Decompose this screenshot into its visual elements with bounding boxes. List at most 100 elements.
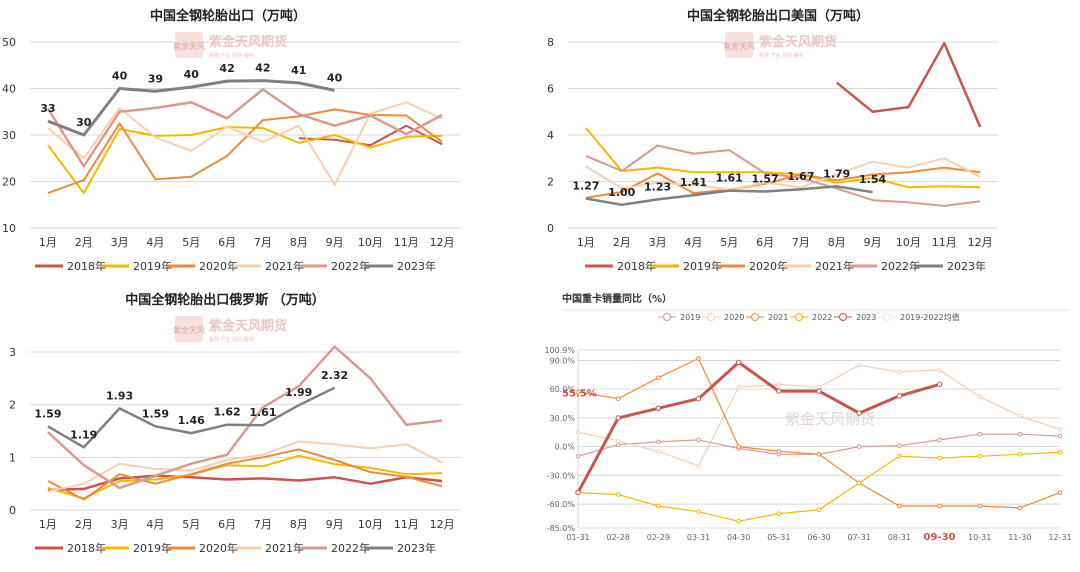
x-tick-label: 2月 <box>613 236 631 249</box>
y-tick-label: 2 <box>547 176 554 189</box>
x-tick-label: 1月 <box>39 236 57 249</box>
y-tick-label: 1 <box>9 451 16 464</box>
chart-title: 中国全钢轮胎出口俄罗斯 （万吨） <box>125 292 325 308</box>
chart-total-export: 中国全钢轮胎出口（万吨） 紫金天风 紫金天风期货 金融 产业 风险 服务 10 20 30 4… <box>0 0 540 284</box>
y-tick-label: 3 <box>9 346 16 359</box>
series-line-2020年 <box>585 166 981 199</box>
x-tick-label: 4月 <box>684 236 702 249</box>
series-point-2020 <box>575 429 581 435</box>
legend-label: 2023年 <box>397 541 436 555</box>
series-point-2022 <box>937 455 942 461</box>
chart-heavy-truck-yoy: 中国重卡销量同比（%） 2019 2020 2021 2022 2023 2019-2022… <box>540 284 1080 568</box>
watermark-logo-icon <box>725 32 753 58</box>
series-point-2022 <box>615 492 621 497</box>
series-point-2019 <box>615 442 621 447</box>
x-tick-label: 9月 <box>864 236 882 249</box>
x-tick-label: 8月 <box>290 236 308 249</box>
x-tick-label: 09-30 <box>924 532 956 543</box>
y-tick-label: -30.0% <box>547 471 576 480</box>
x-tick-label: 8月 <box>828 236 846 249</box>
y-tick-label: 60.0% <box>550 385 576 394</box>
data-label: 42 <box>219 62 234 75</box>
series-point-2021 <box>1057 490 1063 495</box>
series-point-2022 <box>776 511 782 516</box>
series-line-2022年 <box>585 144 981 207</box>
series-point-2023 <box>776 388 782 394</box>
chart-usa-export: 中国全钢轮胎出口美国（万吨） 紫金天风 紫金天风期货 金融 产业 风险 服务 0 2 4 6 8… <box>540 0 1080 284</box>
x-tick-label: 7月 <box>792 236 810 249</box>
series-point-2023 <box>856 410 862 416</box>
data-label: 2.32 <box>321 369 348 382</box>
x-tick-label: 3月 <box>649 236 667 249</box>
series-point-2021 <box>897 503 902 509</box>
series-point-2019 <box>937 437 942 443</box>
y-tick-label: 6 <box>547 83 554 96</box>
series-point-2021 <box>977 503 982 509</box>
series-line-2019年 <box>585 127 981 189</box>
y-tick-label: 0.0% <box>555 443 576 452</box>
y-tick-label: 90.0% <box>550 356 576 365</box>
x-tick-label: 6月 <box>218 236 236 249</box>
series-point-2019 <box>856 444 862 449</box>
watermark-logo-text: 紫金天风 <box>173 41 205 51</box>
series-point-2020 <box>615 438 621 444</box>
legend-label: 2021年 <box>265 541 304 555</box>
series-point-2021 <box>816 451 822 457</box>
legend-label: 2019 <box>680 313 700 322</box>
series-line-2021年 <box>47 440 443 493</box>
data-label: 40 <box>112 70 128 83</box>
data-label: 1.61 <box>249 406 276 419</box>
x-tick-label: 6月 <box>756 236 774 249</box>
series-point-2023 <box>735 359 742 366</box>
series-point-2020 <box>937 367 942 373</box>
series-line-2019年 <box>47 454 443 500</box>
x-tick-label: 3月 <box>111 236 129 249</box>
watermark-logo-text: 紫金天风 <box>173 325 205 335</box>
chart-russia-export: 中国全钢轮胎出口俄罗斯 （万吨） 紫金天风 紫金天风期货 金融 产业 风险 服务 0 1 2… <box>0 284 540 568</box>
x-tick-label: 10月 <box>896 236 921 249</box>
x-tick-label: 8月 <box>290 518 308 531</box>
legend-label: 2020年 <box>749 259 788 273</box>
data-label: 1.59 <box>142 407 169 420</box>
x-tick-label: 11月 <box>394 518 419 531</box>
x-tick-label: 7月 <box>254 236 272 249</box>
series-line-2021 <box>577 357 1061 509</box>
y-tick-label: 40 <box>2 83 16 96</box>
legend-label: 2020 <box>724 313 744 322</box>
series-point-2023 <box>896 393 903 399</box>
legend-label: 2022年 <box>331 259 370 273</box>
watermark-tagline: 金融 产业 风险 服务 <box>209 52 254 59</box>
legend-label: 2021 <box>768 313 788 322</box>
series-point-2022 <box>736 518 741 524</box>
y-tick-label: 10 <box>2 222 16 235</box>
data-label: 1.19 <box>70 428 97 441</box>
legend-label: 2022年 <box>881 259 920 273</box>
x-tick-label: 4月 <box>146 518 164 531</box>
series-line-2022年 <box>46 88 443 168</box>
x-tick-label: 10月 <box>358 236 383 249</box>
legend-marker <box>883 313 891 321</box>
series-point-2021 <box>575 389 581 395</box>
data-label: 1.00 <box>608 186 635 199</box>
x-tick-label: 1月 <box>39 518 57 531</box>
series-point-2023 <box>575 489 581 496</box>
watermark-logo-icon <box>175 316 203 342</box>
x-tick-label: 1月 <box>577 236 595 249</box>
legend-label: 2020年 <box>199 259 238 273</box>
y-tick-label: 20 <box>2 176 16 189</box>
y-tick-label: -60.0% <box>547 500 576 509</box>
series-point-2020 <box>656 449 661 454</box>
x-tick-label: 02-29 <box>647 533 670 542</box>
series-line-2018年 <box>47 474 443 492</box>
x-tick-label: 5月 <box>182 236 200 249</box>
legend-label: 2023年 <box>947 259 986 273</box>
data-label: 39 <box>148 72 163 85</box>
chart-title: 中国全钢轮胎出口美国（万吨） <box>687 8 869 24</box>
series-point-2022 <box>696 509 701 515</box>
series-point-2022 <box>977 453 982 459</box>
legend-label: 2022年 <box>331 541 370 555</box>
legend-label: 2021年 <box>815 259 854 273</box>
series-line-2023年 <box>585 185 873 207</box>
